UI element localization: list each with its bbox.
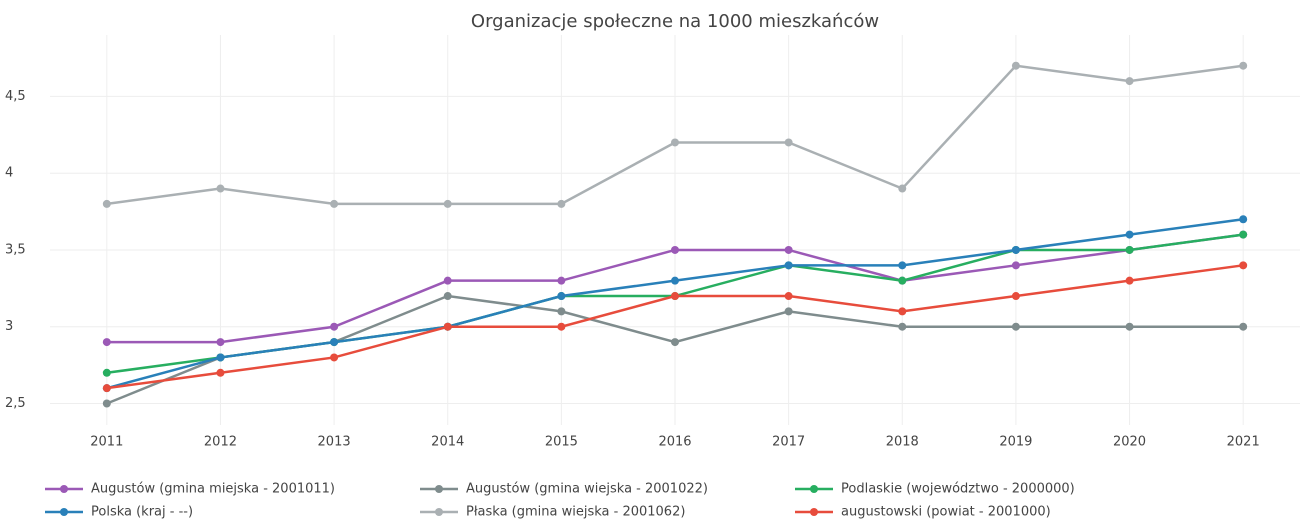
data-point: [1125, 322, 1134, 331]
data-point: [1011, 292, 1020, 301]
x-tick-label: 2018: [886, 435, 919, 450]
data-point: [330, 322, 339, 331]
data-point: [784, 245, 793, 254]
data-point: [216, 353, 225, 362]
data-point: [102, 368, 111, 377]
legend-label: Polska (kraj - --): [91, 505, 193, 520]
data-point: [330, 199, 339, 208]
y-tick-label: 4,5: [5, 89, 26, 104]
data-point: [216, 184, 225, 193]
data-point: [784, 307, 793, 316]
data-point: [1239, 261, 1248, 270]
data-point: [898, 322, 907, 331]
data-point: [671, 245, 679, 254]
data-point: [671, 292, 679, 301]
data-point: [443, 276, 452, 285]
x-tick-label: 2020: [1113, 435, 1146, 450]
x-tick-label: 2019: [999, 435, 1032, 450]
x-tick-label: 2021: [1227, 435, 1260, 450]
x-tick-label: 2017: [772, 435, 805, 450]
data-point: [671, 276, 679, 285]
data-point: [1011, 322, 1020, 331]
legend-swatch: [435, 485, 443, 493]
data-point: [102, 338, 111, 347]
legend-label: Augustów (gmina wiejska - 2001022): [466, 482, 708, 497]
x-tick-label: 2012: [204, 435, 237, 450]
data-point: [443, 292, 452, 301]
legend-label: Augustów (gmina miejska - 2001011): [91, 482, 335, 497]
data-point: [1011, 245, 1020, 254]
x-tick-label: 2013: [318, 435, 351, 450]
data-point: [784, 138, 793, 147]
legend-label: Podlaskie (województwo - 2000000): [841, 482, 1075, 497]
data-point: [443, 322, 452, 331]
data-point: [443, 199, 452, 208]
data-point: [671, 338, 679, 347]
legend-swatch: [435, 508, 443, 516]
data-point: [898, 261, 907, 270]
data-point: [1125, 276, 1134, 285]
data-point: [1239, 322, 1248, 331]
data-point: [898, 307, 907, 316]
legend-swatch: [810, 485, 818, 493]
y-tick-label: 4: [5, 166, 13, 181]
data-point: [557, 199, 566, 208]
data-point: [1125, 245, 1134, 254]
data-point: [898, 276, 907, 285]
data-point: [557, 307, 566, 316]
data-point: [557, 292, 566, 301]
x-tick-label: 2015: [545, 435, 578, 450]
data-point: [784, 292, 793, 301]
data-point: [557, 322, 566, 331]
data-point: [1011, 261, 1020, 270]
legend-label: augustowski (powiat - 2001000): [841, 505, 1051, 520]
data-point: [1239, 215, 1248, 224]
y-tick-label: 3,5: [5, 242, 26, 257]
data-point: [671, 138, 679, 147]
data-point: [1239, 230, 1248, 239]
data-point: [102, 199, 111, 208]
data-point: [557, 276, 566, 285]
data-point: [216, 368, 225, 377]
data-point: [102, 384, 111, 393]
x-tick-label: 2016: [658, 435, 691, 450]
data-point: [1239, 61, 1248, 70]
data-point: [216, 338, 225, 347]
legend-label: Płaska (gmina wiejska - 2001062): [466, 505, 685, 520]
x-tick-label: 2011: [90, 435, 123, 450]
data-point: [1125, 77, 1134, 86]
x-tick-label: 2014: [431, 435, 464, 450]
data-point: [1125, 230, 1134, 239]
data-point: [330, 338, 339, 347]
chart-title: Organizacje społeczne na 1000 mieszkańcó…: [471, 11, 879, 32]
data-point: [1011, 61, 1020, 70]
legend-swatch: [810, 508, 818, 516]
data-point: [898, 184, 907, 193]
y-tick-label: 3: [5, 319, 13, 334]
data-point: [784, 261, 793, 270]
legend-swatch: [60, 508, 68, 516]
y-tick-label: 2,5: [5, 396, 26, 411]
data-point: [330, 353, 339, 362]
legend-swatch: [60, 485, 68, 493]
data-point: [102, 399, 111, 408]
